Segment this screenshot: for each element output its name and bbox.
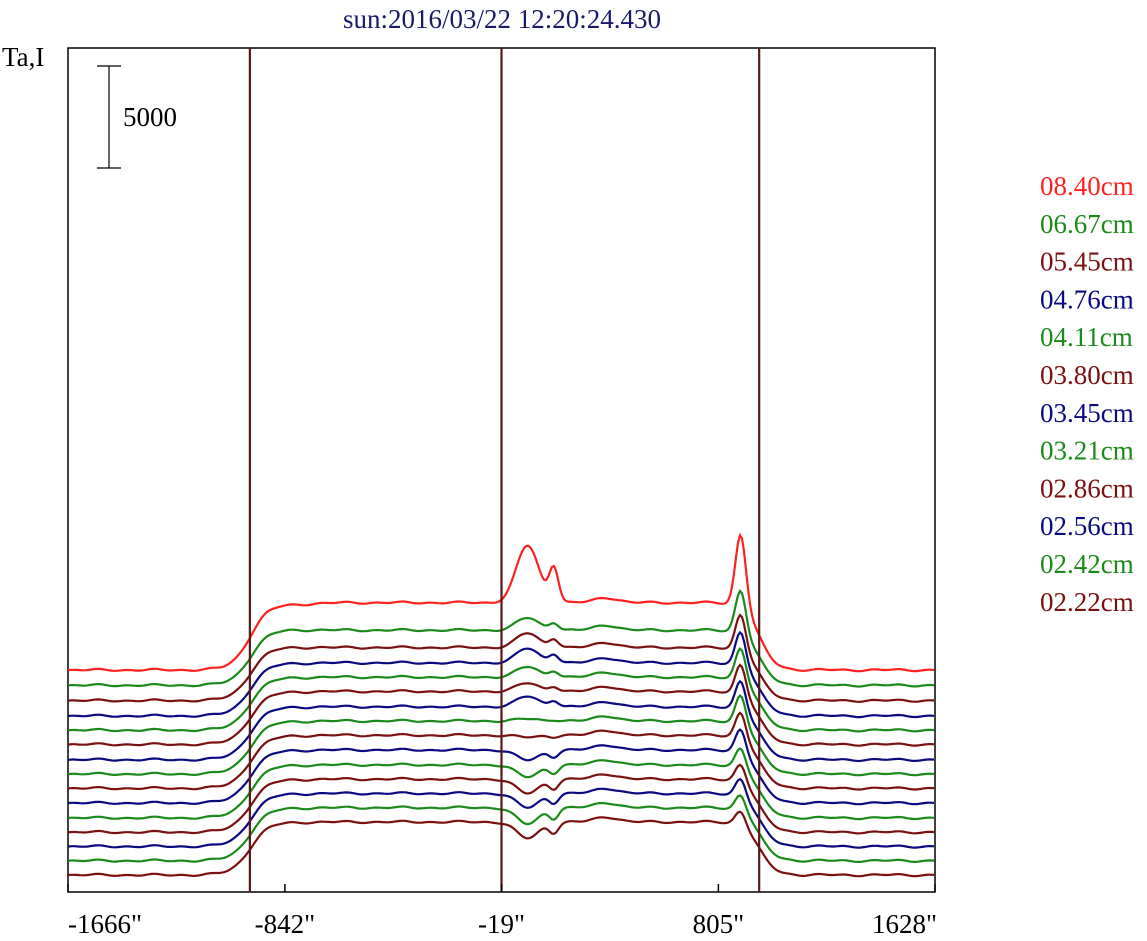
x-tick-label: -1666" bbox=[68, 909, 142, 939]
legend-item: 02.22cm bbox=[1040, 587, 1134, 617]
scale-bar: 5000 bbox=[97, 65, 177, 169]
legend-item: 04.76cm bbox=[1040, 284, 1134, 314]
legend-item: 03.80cm bbox=[1040, 360, 1134, 390]
x-tick-label: -19" bbox=[478, 909, 525, 939]
x-tick-label: 1628" bbox=[872, 909, 937, 939]
x-tick-label: 805" bbox=[693, 909, 745, 939]
x-tick-layer: -1666" -842" -19" 805" 1628" bbox=[67, 884, 937, 939]
legend-item: 02.56cm bbox=[1040, 511, 1134, 541]
legend: 08.40cm 06.67cm 05.45cm 04.76cm 04.11cm 03.80… bbox=[1040, 171, 1134, 617]
legend-item: 04.11cm bbox=[1040, 322, 1133, 352]
legend-item: 08.40cm bbox=[1040, 171, 1134, 201]
legend-item: 03.45cm bbox=[1040, 398, 1134, 428]
legend-item: 02.86cm bbox=[1040, 473, 1134, 503]
x-tick-label: -842" bbox=[255, 909, 316, 939]
marker-layer bbox=[248, 48, 761, 892]
legend-item: 02.42cm bbox=[1040, 549, 1134, 579]
y-axis-label: Ta,I bbox=[2, 42, 44, 72]
legend-item: 03.21cm bbox=[1040, 436, 1134, 466]
legend-item: 05.45cm bbox=[1040, 247, 1134, 277]
legend-item: 06.67cm bbox=[1040, 209, 1134, 239]
chart-title: sun:2016/03/22 12:20:24.430 bbox=[343, 4, 661, 34]
scale-bar-label: 5000 bbox=[123, 102, 177, 132]
